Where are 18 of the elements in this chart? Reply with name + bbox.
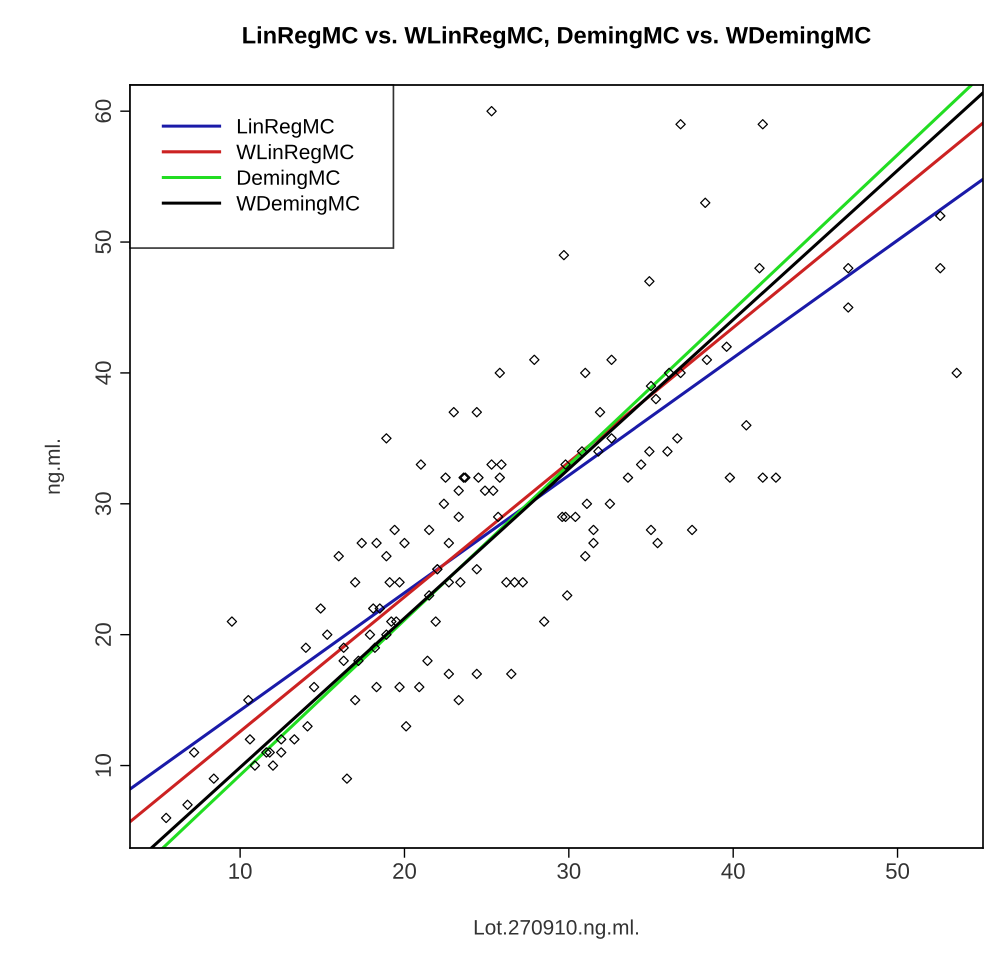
y-tick-label: 40: [95, 361, 112, 385]
chart-title: LinRegMC vs. WLinRegMC, DemingMC vs. WDemingMC: [243, 26, 871, 48]
legend-label: LinRegMC: [238, 118, 334, 138]
y-tick-label: 60: [95, 100, 112, 122]
y-tick-label: 10: [95, 754, 112, 776]
x-tick-label: 50: [886, 863, 910, 879]
x-axis-title: Lot.270910.ng.ml.: [474, 919, 638, 939]
y-tick-label: 20: [95, 623, 112, 646]
y-axis-title: ng.ml.: [44, 440, 64, 494]
legend-label: WDemingMC: [236, 195, 360, 215]
legend-label: WLinRegMC: [236, 144, 354, 164]
x-tick-label: 20: [393, 863, 416, 879]
x-tick-label: 10: [229, 863, 252, 879]
legend-label: DemingMC: [238, 170, 340, 190]
y-tick-label: 50: [95, 230, 112, 254]
y-tick-label: 30: [95, 492, 112, 516]
x-tick-label: 40: [721, 863, 745, 879]
x-tick-label: 30: [557, 863, 580, 879]
